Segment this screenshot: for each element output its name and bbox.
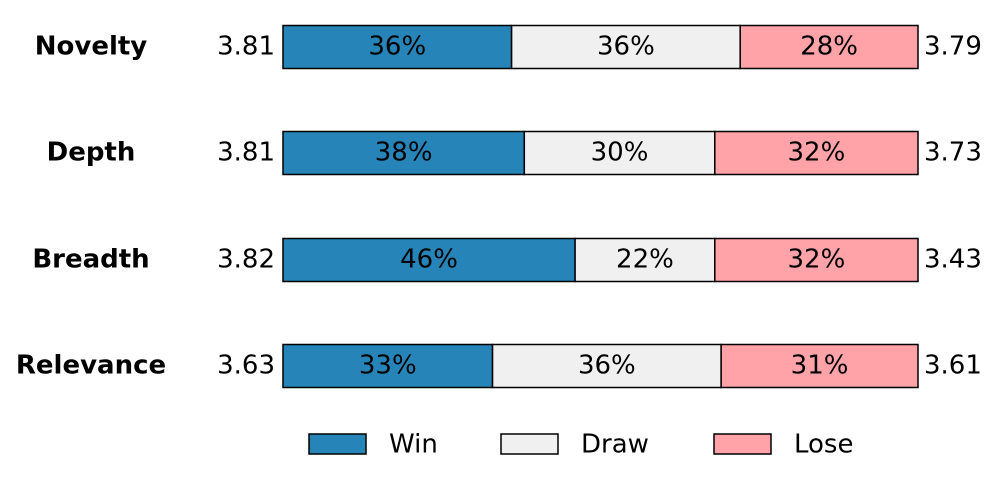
category-label: Depth <box>47 138 136 168</box>
category-label: Breadth <box>32 245 149 275</box>
value-label: 33% <box>359 351 417 381</box>
right-score: 3.43 <box>924 245 982 275</box>
value-label: 38% <box>375 138 433 168</box>
right-score: 3.79 <box>924 32 982 62</box>
left-score: 3.82 <box>217 245 275 275</box>
value-label: 32% <box>788 245 846 275</box>
bar-segment <box>282 24 513 70</box>
bar-segment <box>523 130 716 176</box>
category-label: Relevance <box>16 351 166 381</box>
legend-label: Draw <box>581 430 649 460</box>
bar-segment <box>282 237 576 283</box>
right-score: 3.73 <box>924 138 982 168</box>
value-label: 32% <box>788 138 846 168</box>
value-label: 36% <box>578 351 636 381</box>
category-label: Novelty <box>35 32 148 62</box>
value-label: 36% <box>597 32 655 62</box>
left-score: 3.81 <box>217 32 275 62</box>
bar-segment <box>574 237 716 283</box>
value-label: 30% <box>591 138 649 168</box>
value-label: 36% <box>368 32 426 62</box>
value-label: 31% <box>791 351 849 381</box>
right-score: 3.61 <box>924 351 982 381</box>
legend-label: Win <box>389 430 438 460</box>
bar-segment <box>714 130 919 176</box>
bar-segment <box>510 24 741 70</box>
legend-swatch <box>713 433 772 455</box>
bar-segment <box>714 237 919 283</box>
left-score: 3.81 <box>217 138 275 168</box>
bar-segment <box>739 24 919 70</box>
legend-swatch <box>308 433 367 455</box>
bar-segment <box>282 343 494 389</box>
value-label: 46% <box>400 245 458 275</box>
legend-swatch <box>500 433 559 455</box>
value-label: 22% <box>616 245 674 275</box>
left-score: 3.63 <box>217 351 275 381</box>
legend-label: Lose <box>794 430 853 460</box>
bar-segment <box>720 343 919 389</box>
value-label: 28% <box>800 32 858 62</box>
